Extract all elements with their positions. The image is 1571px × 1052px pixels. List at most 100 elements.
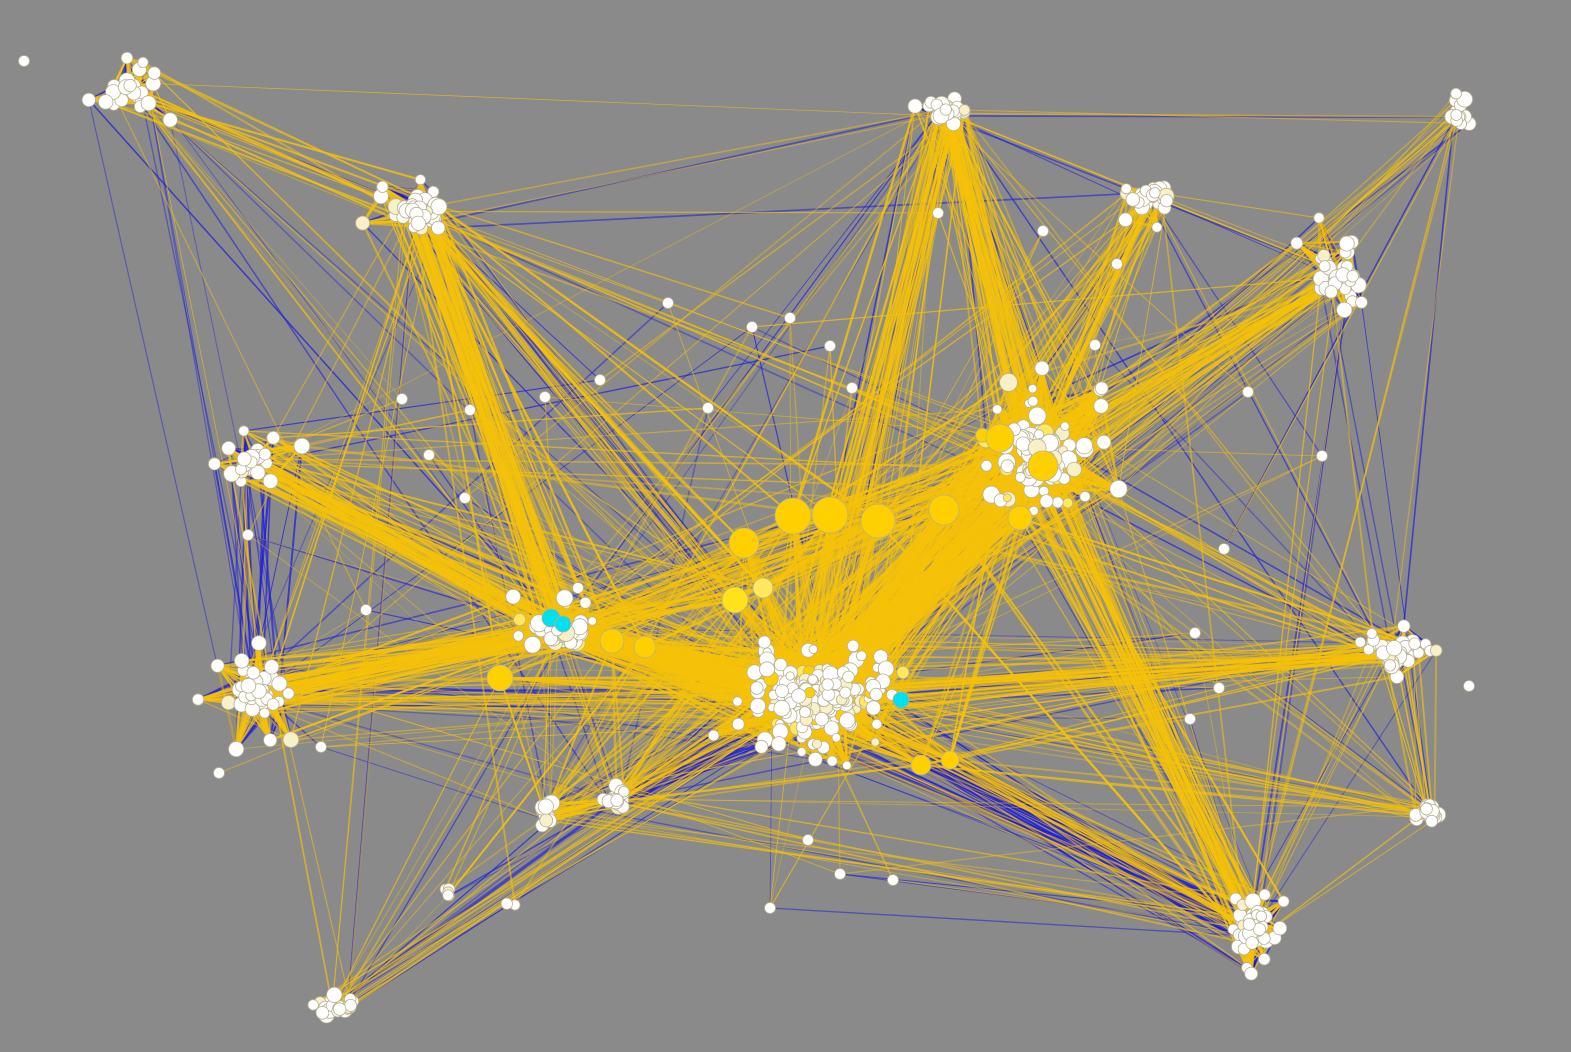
graph-node[interactable] (896, 666, 910, 680)
graph-node[interactable] (97, 94, 114, 110)
graph-node[interactable] (587, 616, 598, 626)
graph-node[interactable] (773, 699, 791, 717)
graph-node-peripheral[interactable] (1242, 386, 1254, 398)
graph-node-hub[interactable] (928, 494, 960, 526)
graph-node[interactable] (355, 215, 371, 231)
graph-node[interactable] (774, 657, 788, 672)
graph-node[interactable] (757, 635, 772, 649)
graph-node[interactable] (871, 718, 883, 730)
graph-node-hub[interactable] (940, 750, 960, 770)
graph-node[interactable] (326, 986, 343, 1004)
graph-node-peripheral[interactable] (784, 312, 796, 324)
graph-node[interactable] (555, 589, 574, 607)
graph-node[interactable] (1258, 953, 1271, 966)
graph-node[interactable] (750, 681, 764, 695)
graph-node[interactable] (1125, 192, 1141, 207)
graph-node[interactable] (796, 747, 807, 757)
graph-node[interactable] (1318, 260, 1331, 273)
graph-node[interactable] (266, 698, 280, 711)
graph-node-peripheral[interactable] (887, 874, 899, 886)
graph-node[interactable] (1277, 895, 1290, 908)
graph-node-peripheral[interactable] (834, 868, 846, 880)
graph-node[interactable] (821, 678, 834, 691)
graph-node[interactable] (1000, 459, 1015, 473)
graph-node-peripheral[interactable] (459, 492, 471, 504)
graph-node[interactable] (1258, 888, 1271, 901)
graph-node[interactable] (1313, 212, 1325, 224)
graph-node[interactable] (414, 174, 426, 186)
graph-node-peripheral[interactable] (360, 604, 372, 616)
graph-node-hub[interactable] (721, 586, 749, 614)
graph-node[interactable] (430, 198, 448, 216)
graph-node-peripheral[interactable] (315, 741, 327, 753)
graph-node[interactable] (258, 447, 272, 461)
graph-node-peripheral[interactable] (1089, 339, 1101, 351)
graph-node[interactable] (1028, 406, 1047, 426)
graph-node[interactable] (1244, 966, 1259, 981)
graph-node[interactable] (210, 658, 225, 673)
graph-node[interactable] (147, 66, 162, 80)
graph-node[interactable] (799, 706, 811, 718)
graph-node[interactable] (120, 51, 134, 65)
graph-node[interactable] (264, 659, 280, 675)
graph-node[interactable] (807, 674, 818, 685)
graph-node[interactable] (1075, 437, 1093, 455)
graph-node[interactable] (140, 95, 157, 112)
graph-node[interactable] (1383, 659, 1397, 672)
graph-node[interactable] (1355, 296, 1368, 309)
graph-node-peripheral[interactable] (846, 382, 858, 394)
graph-node[interactable] (1039, 494, 1054, 509)
graph-node[interactable] (831, 733, 842, 743)
graph-node-peripheral[interactable] (802, 834, 814, 846)
graph-node-peripheral[interactable] (702, 402, 714, 414)
graph-node-peripheral[interactable] (764, 902, 776, 914)
graph-node-peripheral[interactable] (423, 449, 435, 461)
graph-node[interactable] (259, 707, 271, 719)
graph-node-hub[interactable] (633, 635, 657, 659)
graph-node[interactable] (1252, 922, 1267, 936)
graph-node[interactable] (1317, 249, 1331, 263)
graph-node[interactable] (1397, 619, 1411, 633)
graph-node[interactable] (236, 451, 252, 467)
graph-node[interactable] (539, 813, 554, 828)
graph-node[interactable] (523, 635, 542, 654)
graph-node[interactable] (282, 687, 295, 700)
graph-node[interactable] (1094, 381, 1109, 396)
graph-node[interactable] (1118, 212, 1133, 228)
graph-node[interactable] (958, 104, 971, 116)
graph-node[interactable] (512, 630, 525, 642)
graph-node-peripheral[interactable] (1189, 627, 1201, 639)
graph-node[interactable] (537, 798, 554, 815)
graph-node[interactable] (1096, 434, 1112, 450)
graph-node-hub[interactable] (1007, 505, 1033, 531)
graph-node-highlight[interactable] (554, 615, 572, 633)
graph-node-peripheral[interactable] (572, 582, 584, 594)
graph-node-hub[interactable] (486, 664, 514, 692)
graph-node[interactable] (1149, 187, 1161, 199)
graph-node[interactable] (137, 56, 149, 69)
graph-node[interactable] (856, 650, 867, 662)
graph-node[interactable] (1242, 917, 1256, 931)
graph-node-peripheral[interactable] (1213, 682, 1225, 694)
graph-node[interactable] (332, 1002, 347, 1016)
graph-node[interactable] (610, 793, 624, 807)
graph-node-peripheral[interactable] (464, 404, 476, 416)
graph-node[interactable] (846, 639, 860, 653)
graph-node[interactable] (431, 220, 446, 236)
graph-node[interactable] (707, 729, 720, 742)
graph-node[interactable] (1338, 235, 1355, 252)
graph-node[interactable] (939, 103, 952, 116)
graph-node[interactable] (315, 1005, 330, 1020)
graph-node-hub[interactable] (1027, 450, 1059, 482)
graph-node-hub[interactable] (985, 423, 1015, 453)
graph-node[interactable] (1346, 270, 1359, 283)
graph-node-peripheral[interactable] (1218, 543, 1230, 555)
graph-node[interactable] (442, 889, 454, 902)
graph-node[interactable] (271, 675, 288, 692)
graph-node-peripheral[interactable] (242, 529, 254, 541)
graph-node[interactable] (1425, 814, 1438, 828)
graph-node[interactable] (1290, 236, 1304, 250)
graph-node[interactable] (1051, 496, 1064, 509)
graph-node[interactable] (266, 430, 281, 445)
